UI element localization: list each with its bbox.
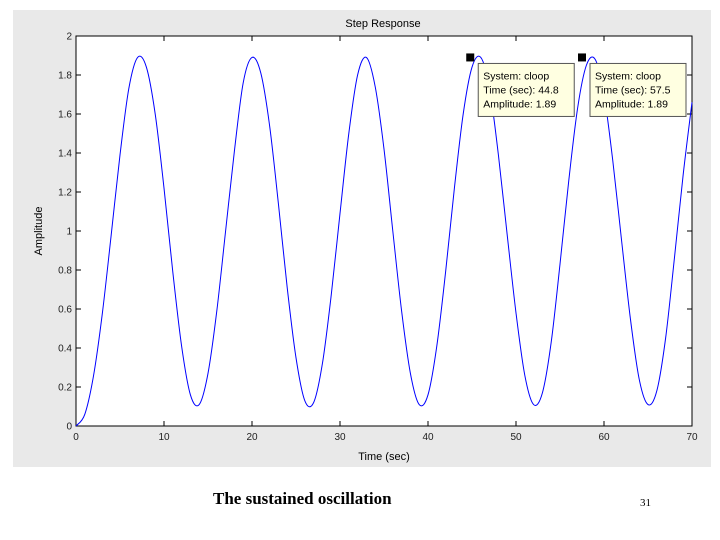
x-tick-label: 20 (246, 432, 258, 443)
data-tip-box (477, 62, 575, 117)
data-tip-text: Time (sec): 57.5 (595, 84, 671, 96)
x-tick-labels: 0 10 20 30 40 50 60 70 (73, 432, 698, 443)
y-tick-label: 1.8 (58, 71, 72, 82)
x-tick-label: 0 (73, 432, 79, 443)
y-tick-labels: 0 0.2 0.4 0.6 0.8 1 1.2 1.4 1.6 1.8 2 (58, 32, 72, 433)
y-tick-label: 2 (66, 32, 72, 43)
y-tick-label: 0 (66, 422, 72, 433)
y-tick-label: 1.4 (58, 149, 72, 160)
slide-caption: The sustained oscillation (213, 489, 392, 508)
data-tip-box (589, 62, 687, 117)
data-tip[interactable]: System: cloop Time (sec): 57.5 Amplitude: … (578, 53, 687, 117)
data-tip-text: Amplitude: 1.89 (595, 98, 668, 110)
y-tick-label: 1.6 (58, 110, 72, 121)
data-tip-marker[interactable] (466, 53, 475, 62)
x-tick-label: 40 (422, 432, 434, 443)
x-tick-label: 60 (598, 432, 610, 443)
y-tick-label: 0.4 (58, 344, 72, 355)
page-number: 31 (640, 497, 651, 509)
chart-title: Step Response (345, 18, 420, 30)
data-tip[interactable]: System: cloop Time (sec): 44.8 Amplitude: … (466, 53, 575, 117)
data-tips: System: cloop Time (sec): 44.8 Amplitude: … (466, 53, 687, 117)
x-axis-label: Time (sec) (358, 451, 410, 463)
y-axis-label: Amplitude (33, 207, 45, 256)
x-tick-label: 30 (334, 432, 346, 443)
plot-area (75, 35, 693, 427)
x-tick-label: 70 (686, 432, 698, 443)
y-tick-label: 0.2 (58, 383, 72, 394)
figure-window: Step Response 0 10 20 30 40 50 60 70 0 0.2 0.4 0.6… (13, 10, 711, 467)
step-response-chart: Step Response 0 10 20 30 40 50 60 70 0 0.2 0.4 0.6… (33, 18, 698, 463)
data-tip-text: System: cloop (483, 70, 549, 82)
data-tip-text: System: cloop (595, 70, 661, 82)
axis-ticks (75, 35, 693, 427)
x-tick-label: 10 (158, 432, 170, 443)
y-tick-label: 0.8 (58, 266, 72, 277)
y-tick-label: 1.2 (58, 188, 72, 199)
series-line-step-response (75, 55, 693, 427)
y-tick-label: 1 (66, 227, 72, 238)
data-tip-text: Time (sec): 44.8 (483, 84, 559, 96)
y-tick-label: 0.6 (58, 305, 72, 316)
data-tip-text: Amplitude: 1.89 (483, 98, 556, 110)
x-tick-label: 50 (510, 432, 522, 443)
data-tip-marker[interactable] (578, 53, 586, 62)
